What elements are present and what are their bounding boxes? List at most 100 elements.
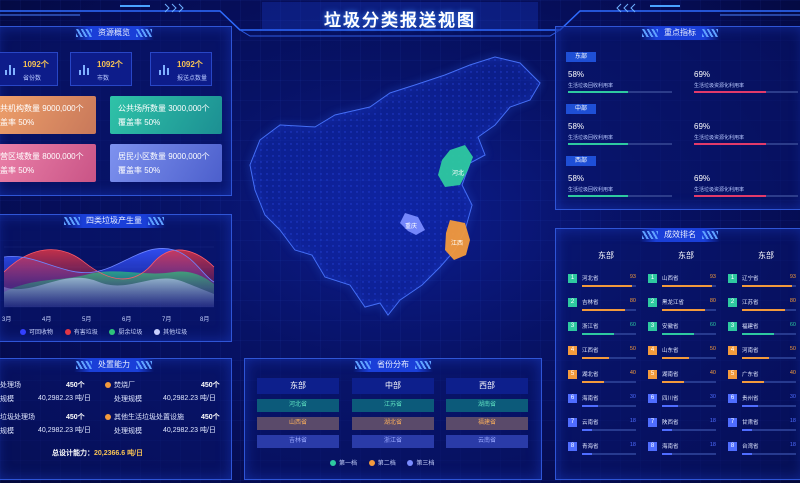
card-coverage: 覆盖率 50% xyxy=(118,118,161,127)
ranking-row[interactable]: 1 山西省 93 xyxy=(648,272,724,296)
rank-score: 18 xyxy=(709,418,716,424)
x-tick: 8月 xyxy=(200,317,210,323)
ranking-row[interactable]: 5 湖北省 40 xyxy=(568,368,644,392)
province-cell[interactable]: 河北省 xyxy=(257,399,339,412)
rank-bar-fill xyxy=(582,333,615,335)
indicator-desc: 生活垃圾回收利用率 xyxy=(568,135,614,141)
ranking-row[interactable]: 4 江西省 50 xyxy=(568,344,644,368)
rank-score: 93 xyxy=(709,274,716,280)
disposal-capacity-panel: 处置能力 xyxy=(0,358,232,480)
rank-score: 93 xyxy=(629,274,636,280)
province-cell[interactable]: 湖北省 xyxy=(352,417,434,430)
rank-province: 海南省 xyxy=(582,396,599,402)
card-business-areas[interactable]: 经营区域数量 8000,000个 覆盖率 50% xyxy=(0,144,96,182)
indicator-bar xyxy=(694,195,798,197)
ranking-row[interactable]: 1 河北省 93 xyxy=(568,272,644,296)
rank-province: 云南省 xyxy=(582,420,599,426)
ranking-row[interactable]: 3 安徽省 60 xyxy=(648,320,724,344)
province-cell[interactable]: 云南省 xyxy=(446,435,528,448)
rank-badge: 7 xyxy=(648,418,657,427)
rank-badge: 3 xyxy=(648,322,657,331)
ranking-row[interactable]: 3 福建省 60 xyxy=(728,320,800,344)
ranking-row[interactable]: 5 广东省 40 xyxy=(728,368,800,392)
province-cell[interactable]: 江苏省 xyxy=(352,399,434,412)
stat-label: 报送点数量 xyxy=(177,76,208,82)
rank-score: 60 xyxy=(789,322,796,328)
ranking-row[interactable]: 7 甘肃省 18 xyxy=(728,416,800,440)
province-cell[interactable]: 浙江省 xyxy=(352,435,434,448)
capacity-item: 焚烧处理场 450个 处理规模 40,2982.23 吨/日 xyxy=(0,380,96,404)
ranking-column: 东部 1 辽宁省 93 2 江苏省 80 3 福建省 60 4 河南省 50 5 广东省 40 6 贵州省 30 7 甘… xyxy=(728,250,800,464)
waste-generation-title: 四类垃圾产生量 xyxy=(62,214,166,228)
page-title: 垃圾分类报送视图 xyxy=(324,11,476,30)
rank-province: 福建省 xyxy=(742,324,759,330)
stat-report-point-count: 1092个 报送点数量 xyxy=(150,52,212,86)
ranking-row[interactable]: 3 浙江省 60 xyxy=(568,320,644,344)
ranking-row[interactable]: 1 辽宁省 93 xyxy=(728,272,800,296)
rank-badge: 4 xyxy=(648,346,657,355)
ranking-row[interactable]: 5 湖南省 40 xyxy=(648,368,724,392)
capacity-scale: 40,2982.23 吨/日 xyxy=(38,395,91,402)
rank-badge: 1 xyxy=(728,274,737,283)
ranking-row[interactable]: 8 青海省 18 xyxy=(568,440,644,464)
ranking-row[interactable]: 6 海南省 30 xyxy=(568,392,644,416)
region-tag: 东部 xyxy=(566,52,596,62)
capacity-name: 焚烧处理场 xyxy=(0,382,21,389)
legend-swatch xyxy=(407,460,414,466)
ranking-row[interactable]: 6 四川省 30 xyxy=(648,392,724,416)
rank-score: 40 xyxy=(629,370,636,376)
rank-badge: 8 xyxy=(568,442,577,451)
indicator-desc: 生活垃圾资源化利用率 xyxy=(694,187,745,193)
ranking-column: 东部 1 山西省 93 2 黑龙江省 80 3 安徽省 60 4 山东省 50 5 湖南省 40 6 四川省 30 7… xyxy=(648,250,724,464)
card-residential-areas[interactable]: 居民小区数量 9000,000个 覆盖率 50% xyxy=(110,144,222,182)
rank-bar-fill xyxy=(742,357,769,359)
card-public-places[interactable]: 公共场所数量 3000,000个 覆盖率 50% xyxy=(110,96,222,134)
ranking-row[interactable]: 2 吉林省 80 xyxy=(568,296,644,320)
rank-badge: 2 xyxy=(568,298,577,307)
card-count: 居民小区数量 9000,000个 xyxy=(118,152,210,161)
indicator-desc: 生活垃圾资源化利用率 xyxy=(694,135,745,141)
province-cell[interactable]: 山西省 xyxy=(257,417,339,430)
rank-bar xyxy=(582,285,636,287)
ranking-row[interactable]: 8 海南省 18 xyxy=(648,440,724,464)
province-jiangxi xyxy=(445,220,470,260)
province-chongqing xyxy=(400,213,425,235)
province-cell[interactable]: 吉林省 xyxy=(257,435,339,448)
ranking-row[interactable]: 2 江苏省 80 xyxy=(728,296,800,320)
distribution-legend: 第一档 第二档 第三档 xyxy=(320,458,434,467)
rank-province: 海南省 xyxy=(662,444,679,450)
legend-swatch xyxy=(64,329,71,335)
rank-score: 30 xyxy=(629,394,636,400)
province-label: 重庆 xyxy=(405,222,417,230)
ranking-column: 东部 1 河北省 93 2 吉林省 80 3 浙江省 60 4 江西省 50 5 湖北省 40 6 海南省 30 7 云… xyxy=(568,250,644,464)
rank-score: 50 xyxy=(709,346,716,352)
rank-bar xyxy=(742,381,796,383)
ranking-row[interactable]: 7 云南省 18 xyxy=(568,416,644,440)
rank-score: 18 xyxy=(709,442,716,448)
ranking-row[interactable]: 4 山东省 50 xyxy=(648,344,724,368)
ranking-row[interactable]: 4 河南省 50 xyxy=(728,344,800,368)
ranking-row[interactable]: 2 黑龙江省 80 xyxy=(648,296,724,320)
rank-bar xyxy=(742,309,796,311)
province-label: 江西 xyxy=(451,240,463,247)
rank-province: 山东省 xyxy=(662,348,679,354)
province-cell[interactable]: 福建省 xyxy=(446,417,528,430)
rank-bar xyxy=(582,405,636,407)
ranking-column-header: 东部 xyxy=(758,251,774,260)
stat-label: 省份数 xyxy=(23,76,42,82)
bullet-icon xyxy=(105,414,111,420)
province-cell[interactable]: 湖南省 xyxy=(446,399,528,412)
capacity-name: 厨余垃圾处理场 xyxy=(0,414,35,421)
rank-bar-fill xyxy=(662,429,672,431)
ranking-row[interactable]: 8 台湾省 18 xyxy=(728,440,800,464)
rank-score: 40 xyxy=(709,370,716,376)
card-public-institutions[interactable]: 公共机构数量 9000,000个 覆盖率 50% xyxy=(0,96,96,134)
ranking-row[interactable]: 7 陕西省 18 xyxy=(648,416,724,440)
indicator-fill xyxy=(694,195,766,197)
rank-bar xyxy=(742,405,796,407)
ranking-row[interactable]: 6 贵州省 30 xyxy=(728,392,800,416)
rank-score: 93 xyxy=(789,274,796,280)
rank-bar-fill xyxy=(662,333,695,335)
indicator-percent: 58% xyxy=(568,70,585,79)
rank-bar-fill xyxy=(742,453,752,455)
